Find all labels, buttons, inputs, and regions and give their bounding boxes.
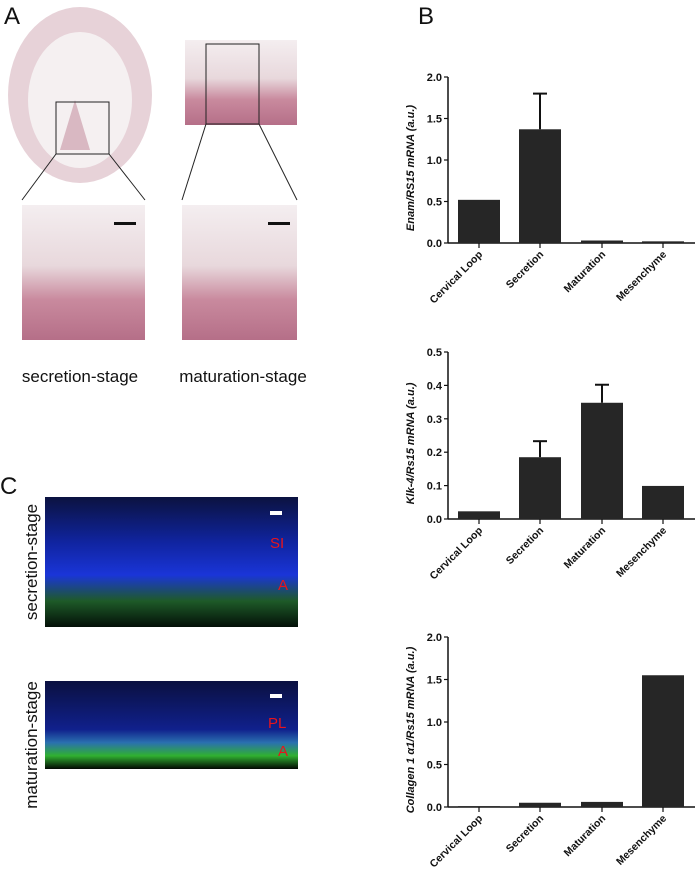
bar-maturation xyxy=(581,240,623,243)
bar-mesenchyme xyxy=(642,241,684,243)
panel-b-letter: B xyxy=(418,3,434,30)
y-tick-label: 1.0 xyxy=(427,717,442,729)
y-axis-label: Collagen 1 α1/Rs15 mRNA (a.u.) xyxy=(405,646,417,813)
x-tick-label: Maturation xyxy=(562,525,608,571)
y-tick-label: 0.5 xyxy=(427,197,442,209)
y-tick-label: 1.0 xyxy=(427,155,442,167)
bar-cervical-loop xyxy=(458,199,500,243)
histology-maturation-overview xyxy=(185,40,297,125)
y-tick-label: 0.0 xyxy=(427,514,442,526)
x-tick-label: Cervical Loop xyxy=(428,813,486,871)
label-a: A xyxy=(278,743,288,760)
x-tick-label: Secretion xyxy=(504,525,546,567)
y-tick-label: 2.0 xyxy=(427,632,442,644)
y-tick-label: 0.3 xyxy=(427,414,442,426)
panel-c-letter: C xyxy=(0,473,17,500)
x-tick-label: Cervical Loop xyxy=(428,249,486,307)
y-tick-label: 1.5 xyxy=(427,675,442,687)
panel-a-letter: A xyxy=(4,3,20,30)
bar-mesenchyme xyxy=(642,485,684,519)
x-tick-label: Secretion xyxy=(504,813,546,855)
zoom-line xyxy=(21,153,57,201)
caption-maturation-stage: maturation-stage xyxy=(179,367,307,386)
bar-mesenchyme xyxy=(642,675,684,807)
label-si: SI xyxy=(270,535,284,552)
immunofluorescence-secretion xyxy=(45,497,298,627)
histology-secretion-overview xyxy=(8,7,152,183)
y-axis-label: Klk-4/Rs15 mRNA (a.u.) xyxy=(405,382,417,504)
zoom-line xyxy=(108,153,146,201)
x-tick-label: Mesenchyme xyxy=(614,249,669,304)
x-tick-label: Mesenchyme xyxy=(614,813,669,868)
bar-secretion xyxy=(519,802,561,807)
bar-maturation xyxy=(581,402,623,519)
y-tick-label: 1.5 xyxy=(427,114,442,126)
bar-chart-3: 0.0 0.5 1.0 1.5 2.0 Cervical Loop Secretion Mat… xyxy=(405,632,695,870)
y-tick-label: 0.5 xyxy=(427,347,442,359)
zoom-box-secretion xyxy=(55,101,110,155)
scale-bar xyxy=(114,222,136,225)
bar-chart-1: 0.0 0.5 1.0 1.5 2.0 Cervical Loop Secretion Mat… xyxy=(405,72,695,306)
x-tick-label: Maturation xyxy=(562,249,608,295)
bar-cervical-loop xyxy=(458,806,500,808)
zoom-box-maturation xyxy=(205,43,260,125)
label-pl: PL xyxy=(268,715,286,732)
x-tick-label: Maturation xyxy=(562,813,608,859)
histology-maturation-detail xyxy=(182,205,297,340)
y-tick-label: 0.0 xyxy=(427,802,442,814)
bar-maturation xyxy=(581,801,623,807)
scale-bar xyxy=(270,694,282,698)
bar-secretion xyxy=(519,457,561,519)
x-tick-label: Mesenchyme xyxy=(614,525,669,580)
row-label-maturation: maturation-stage xyxy=(22,681,41,809)
x-tick-label: Cervical Loop xyxy=(428,525,486,583)
bar-cervical-loop xyxy=(458,511,500,519)
y-tick-label: 0.0 xyxy=(427,238,442,250)
y-tick-label: 0.1 xyxy=(427,481,442,493)
row-label-secretion: secretion-stage xyxy=(22,504,41,620)
bar-charts: 0.0 0.5 1.0 1.5 2.0 Cervical Loop Secretion Mat… xyxy=(405,72,695,870)
scale-bar xyxy=(270,511,282,515)
x-tick-label: Secretion xyxy=(504,249,546,291)
y-tick-label: 0.5 xyxy=(427,760,442,772)
histology-secretion-detail xyxy=(22,205,145,340)
bar-secretion xyxy=(519,129,561,243)
scale-bar xyxy=(268,222,290,225)
bar-chart-2: 0.0 0.1 0.2 0.3 0.4 0.5 Cervical Loop Secretion… xyxy=(405,347,695,582)
y-tick-label: 0.2 xyxy=(427,447,442,459)
caption-secretion-stage: secretion-stage xyxy=(22,367,138,386)
y-axis-label: Enam/RS15 mRNA (a.u.) xyxy=(405,105,417,231)
immunofluorescence-maturation xyxy=(45,681,298,769)
zoom-line xyxy=(181,123,207,201)
zoom-line xyxy=(258,123,298,201)
y-tick-label: 2.0 xyxy=(427,72,442,84)
label-a: A xyxy=(278,577,288,594)
y-tick-label: 0.4 xyxy=(427,380,443,392)
